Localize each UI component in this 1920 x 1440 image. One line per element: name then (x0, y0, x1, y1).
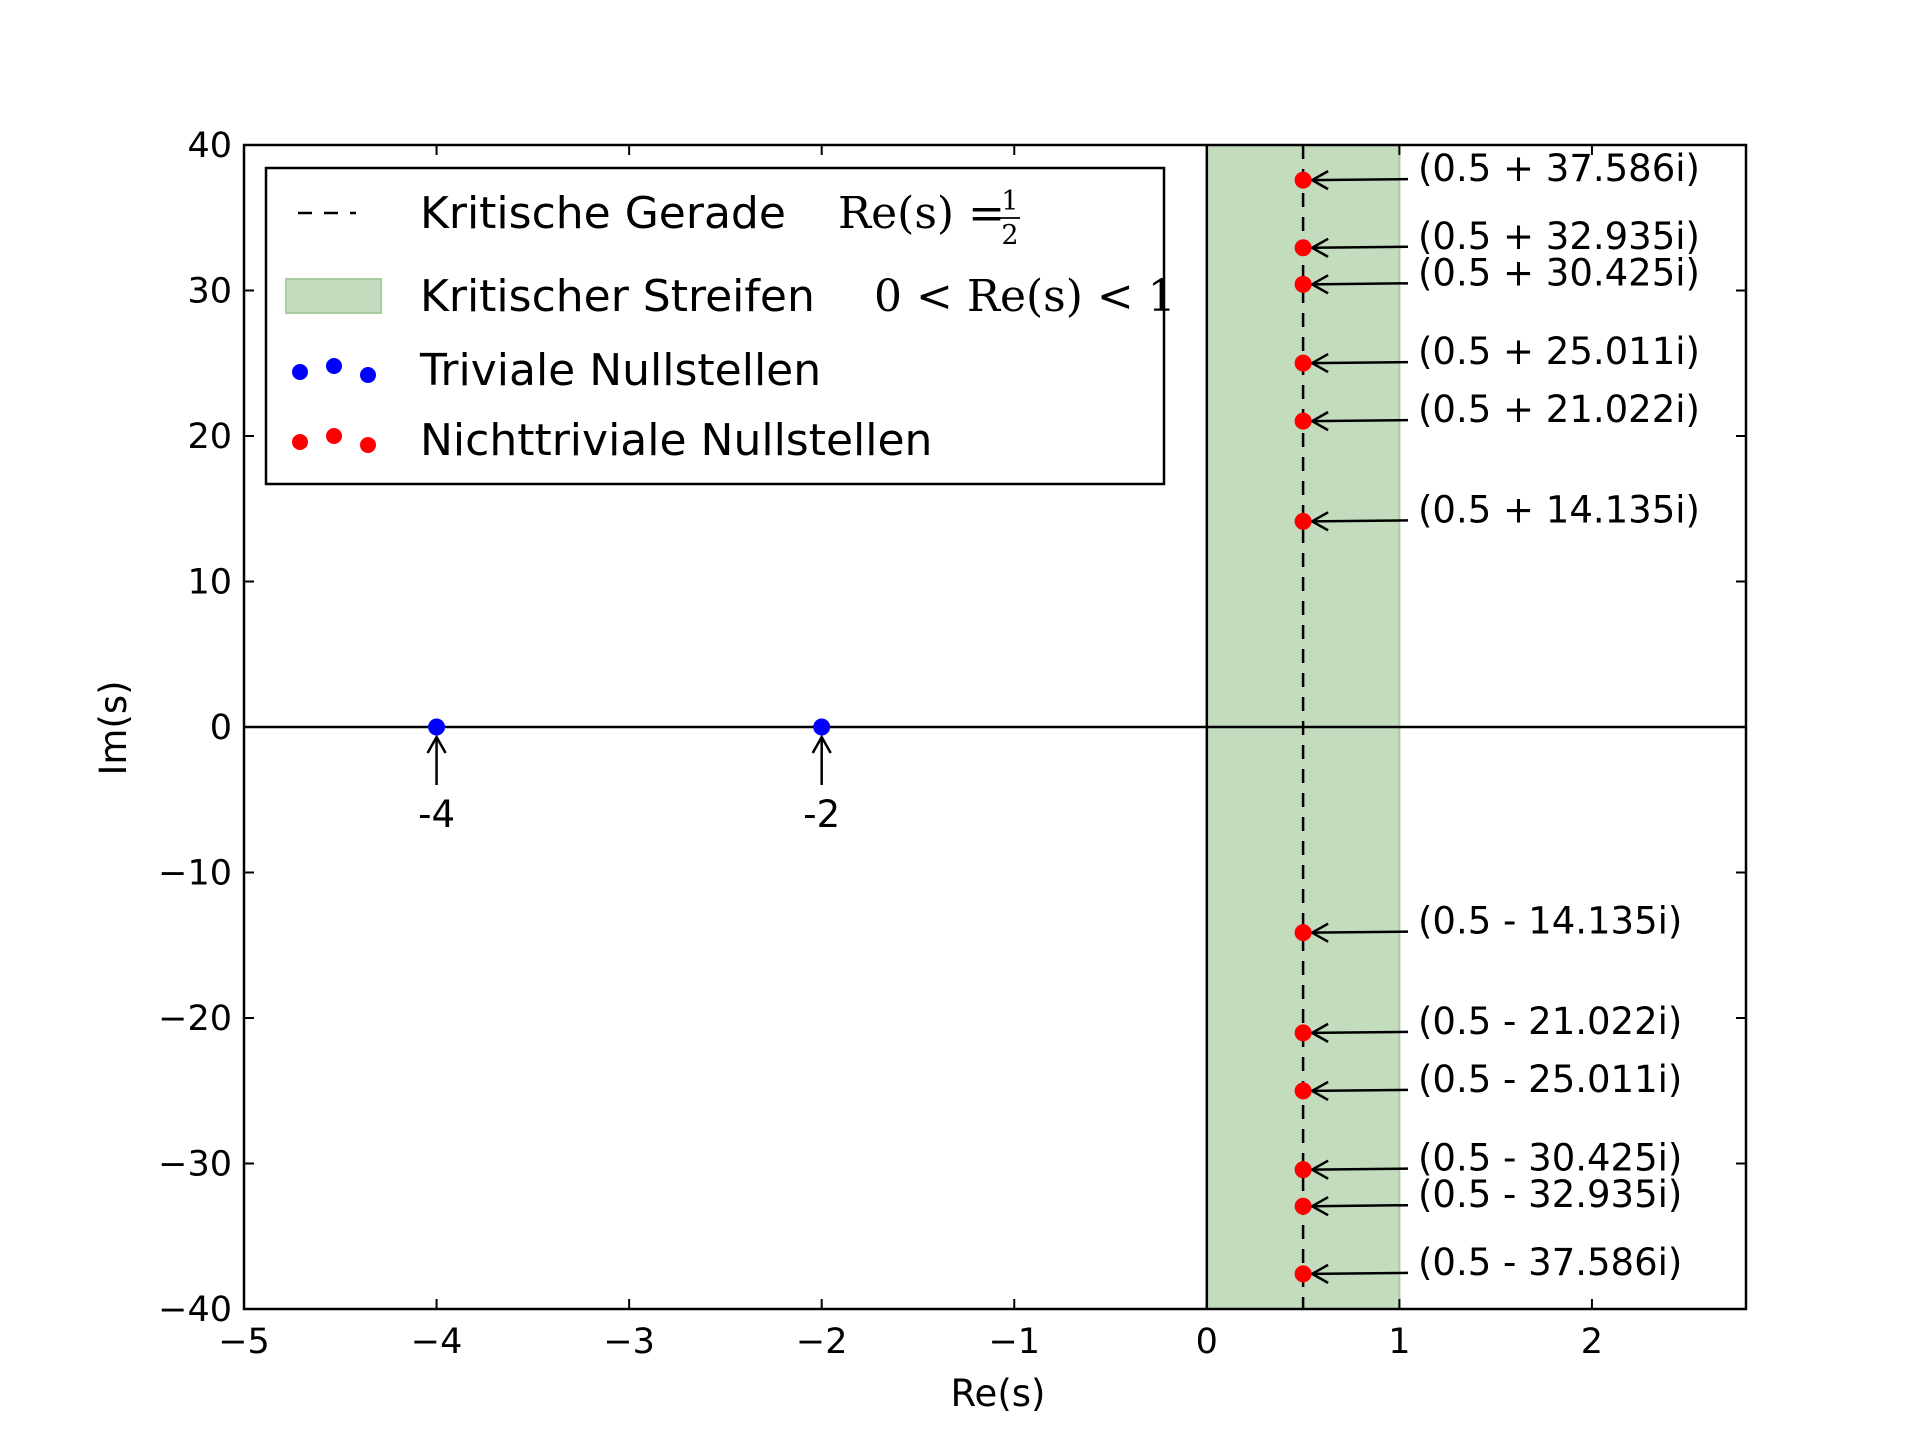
annotation-arrowhead (1309, 411, 1329, 432)
legend-patch-marker (285, 278, 382, 314)
nontrivial-zero-label: (0.5 + 25.011i) (1418, 330, 1700, 373)
annotation-arrowhead (1309, 353, 1329, 374)
y-tick-label: 40 (187, 126, 232, 166)
nontrivial-zero-point (1294, 1082, 1312, 1100)
trivial-zero-label: -4 (418, 793, 455, 836)
legend-frac-numerator: 1 (1001, 186, 1018, 217)
nontrivial-zero-label: (0.5 + 30.425i) (1418, 251, 1700, 294)
annotation-arrow (1312, 1167, 1409, 1171)
annotation-arrowhead (1309, 1196, 1329, 1217)
legend-blue-dot (360, 367, 376, 383)
annotation-arrowhead (1309, 274, 1329, 295)
nontrivial-zero-label: (0.5 - 32.935i) (1418, 1173, 1682, 1216)
annotation-arrowhead (1309, 1022, 1329, 1043)
nontrivial-zero-label: (0.5 + 32.935i) (1418, 215, 1700, 258)
y-tick-label: 20 (187, 417, 232, 457)
trivial-zero-label: -2 (803, 793, 840, 836)
annotations-layer: -4 -2(0.5 + 37.586i)(0.5 + 32.935i)(0.5 +… (418, 147, 1700, 1284)
annotation-arrow (1312, 177, 1409, 182)
annotation-arrow (1312, 418, 1409, 423)
nontrivial-zero-point (1294, 1024, 1312, 1042)
y-axis-title: Im(s) (92, 680, 135, 775)
points-layer (428, 171, 1312, 1283)
x-tick-label: 0 (1196, 1322, 1218, 1362)
nontrivial-zero-label: (0.5 - 37.586i) (1418, 1241, 1682, 1284)
legend-math-critical-strip: 0 < Re(s) < 1 (874, 271, 1176, 322)
nontrivial-zero-point (1294, 239, 1312, 257)
annotation-arrow (1312, 1203, 1409, 1208)
y-tick-label: −20 (158, 999, 232, 1039)
annotation-arrowhead (1309, 170, 1329, 191)
nontrivial-zero-point (1294, 924, 1312, 942)
legend-red-dot (292, 434, 308, 450)
nontrivial-zero-point (1294, 354, 1312, 372)
legend-blue-dot (292, 364, 308, 380)
x-tick-label: −1 (988, 1322, 1040, 1362)
legend-label-critical-line: Kritische Gerade (420, 188, 786, 239)
legend-math-critical-line: Re(s) = (838, 188, 1005, 239)
nontrivial-zero-label: (0.5 - 21.022i) (1418, 1000, 1682, 1043)
trivial-zero-point (428, 718, 446, 736)
nontrivial-zero-label: (0.5 - 25.011i) (1418, 1058, 1682, 1101)
annotation-arrow (1312, 245, 1409, 250)
nontrivial-zero-point (1294, 171, 1312, 189)
legend-red-dot (360, 437, 376, 453)
nontrivial-zero-point (1294, 1265, 1312, 1283)
annotation-arrow (1312, 1271, 1409, 1276)
annotation-arrowhead (1309, 511, 1329, 532)
x-tick-label: 2 (1581, 1322, 1603, 1362)
nontrivial-zero-label: (0.5 + 37.586i) (1418, 147, 1700, 190)
annotation-arrowhead (1309, 922, 1329, 943)
nontrivial-zero-label: (0.5 - 30.425i) (1418, 1137, 1682, 1180)
annotation-arrow (1312, 360, 1409, 365)
x-tick-label: 1 (1388, 1322, 1410, 1362)
x-tick-label: −2 (796, 1322, 848, 1362)
x-axis-title: Re(s) (951, 1372, 1046, 1415)
nontrivial-zero-point (1294, 512, 1312, 530)
nontrivial-zero-label: (0.5 + 14.135i) (1418, 488, 1700, 531)
y-tick-label: 10 (187, 563, 232, 603)
y-tick-label: 30 (187, 272, 232, 312)
trivial-zero-point (813, 718, 831, 736)
x-tick-label: −4 (411, 1322, 463, 1362)
annotation-arrowhead (1309, 1080, 1329, 1101)
legend-label-nontrivial-zeros: Nichttriviale Nullstellen (420, 415, 932, 466)
annotation-arrowhead (1309, 1159, 1329, 1180)
annotation-arrow (1312, 1030, 1409, 1035)
y-tick-label: −40 (158, 1290, 232, 1330)
legend-blue-dot (326, 358, 342, 374)
x-tick-label: −5 (218, 1322, 270, 1362)
nontrivial-zero-point (1294, 1197, 1312, 1215)
y-tick-label: −30 (158, 1145, 232, 1185)
nontrivial-zero-label: (0.5 + 21.022i) (1418, 388, 1700, 431)
annotation-arrow (1312, 930, 1409, 934)
legend-red-dot (326, 428, 342, 444)
legend: Kritische Gerade Re(s) =12 Kritischer Stre… (264, 166, 1176, 486)
x-tick-label: −3 (603, 1322, 655, 1362)
nontrivial-zero-point (1294, 275, 1312, 293)
annotation-arrow (1312, 1088, 1409, 1093)
nontrivial-zero-point (1294, 412, 1312, 430)
legend-label-trivial-zeros: Triviale Nullstellen (419, 345, 821, 396)
annotation-arrowhead (811, 734, 832, 754)
nontrivial-zero-label: (0.5 - 14.135i) (1418, 900, 1682, 943)
annotation-arrowhead (1309, 1263, 1329, 1284)
annotation-arrowhead (426, 734, 447, 754)
annotation-arrowhead (1309, 237, 1329, 258)
annotation-arrow (1312, 282, 1409, 286)
annotation-arrow (1312, 519, 1409, 523)
y-tick-label: −10 (158, 854, 232, 894)
nontrivial-zero-point (1294, 1161, 1312, 1179)
y-tick-label: 0 (210, 708, 232, 748)
legend-label-critical-strip: Kritischer Streifen (420, 271, 815, 322)
legend-frac-denominator: 2 (1001, 220, 1018, 251)
legend-frame (264, 166, 1166, 486)
